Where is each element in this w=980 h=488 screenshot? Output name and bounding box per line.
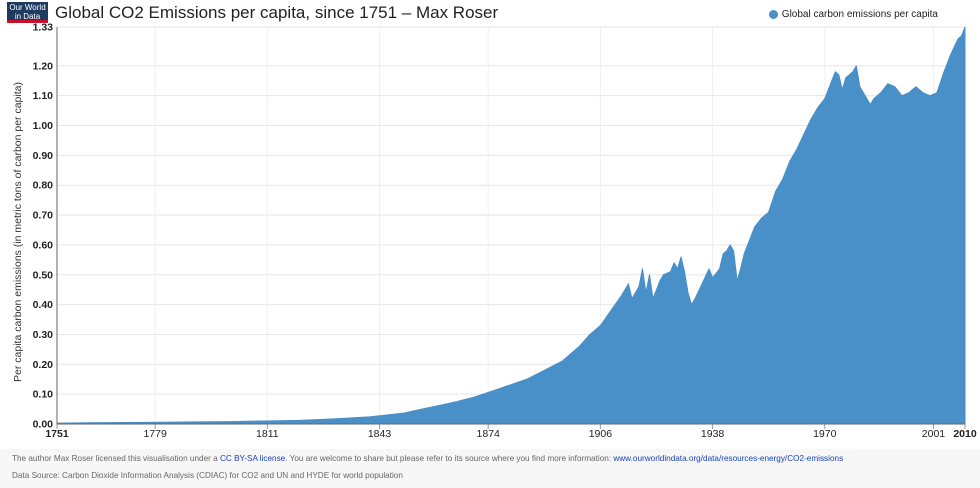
source-url-link[interactable]: www.ourworldindata.org/data/resources-en… [613,454,844,463]
x-tick-label: 1970 [813,428,837,440]
license-prefix: The author Max Roser licensed this visua… [12,454,220,463]
license-link[interactable]: CC BY-SA license [219,454,286,463]
y-tick-label: 0.40 [33,299,54,311]
legend[interactable]: Global carbon emissions per capita [768,9,938,20]
license-middle: . You are welcome to share but please re… [285,454,614,463]
x-tick-label: 1874 [477,428,501,440]
y-tick-label: 0.90 [33,150,54,162]
data-source: Data Source: Carbon Dioxide Information … [12,471,403,480]
chart-svg[interactable]: 0.00 0.10 0.20 0.30 0.40 0.50 0.60 0.70 0.80 0.90… [0,0,980,449]
x-tick-label: 1843 [368,428,392,440]
y-tick-label: 1.10 [33,90,54,102]
y-tick-label: 0.60 [33,239,54,251]
license-line: The author Max Roser licensed this visua… [12,454,843,463]
y-tick-label: 0.30 [33,329,54,341]
logo-line-2: in Data [14,12,41,21]
x-tick-label: 1751 [45,428,69,440]
area-layer [56,26,966,425]
y-tick-label: 0.20 [33,359,54,371]
legend-swatch-icon [768,10,778,19]
y-tick-label: 0.80 [33,180,54,192]
x-tick-label: 2010 [953,428,977,440]
y-tick-label: 0.50 [33,269,54,281]
y-tick-label: 0.00 [33,419,54,431]
logo-line-1: Our World [9,3,46,12]
y-tick-label: 0.10 [33,389,54,401]
x-tick-label: 1906 [589,428,613,440]
x-tick-label: 1938 [701,428,725,440]
x-tick-label: 2001 [922,428,946,440]
y-tick-label: 1.33 [33,22,54,34]
series-area [56,26,966,425]
y-tick-label: 1.00 [33,120,54,132]
logo: Our World in Data [7,2,48,23]
y-tick-label: 1.20 [33,60,54,72]
x-tick-label: 1811 [256,428,279,440]
chart-title: Global CO2 Emissions per capita, since 1… [55,3,499,22]
y-axis-label: Per capita carbon emissions (in metric t… [12,82,24,382]
y-tick-label: 0.70 [33,210,54,222]
legend-label: Global carbon emissions per capita [781,9,938,20]
axis-layer: 0.00 0.10 0.20 0.30 0.40 0.50 0.60 0.70 0.80 0.90… [33,22,977,441]
footer: The author Max Roser licensed this visua… [0,449,980,488]
x-tick-label: 1779 [143,428,167,440]
